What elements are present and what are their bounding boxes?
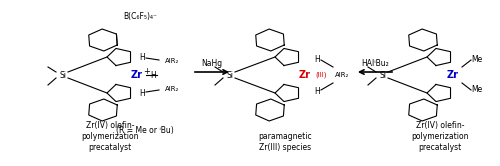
Text: Si: Si [226,71,234,80]
Text: Zr: Zr [131,70,143,80]
Text: AlR₂: AlR₂ [165,58,180,64]
Text: Me: Me [471,85,482,94]
Text: Me: Me [471,55,482,65]
Text: B(C₆F₅)₄⁻: B(C₆F₅)₄⁻ [123,12,157,22]
Text: +: + [144,67,150,76]
Text: H: H [314,86,320,95]
Text: AlR₂: AlR₂ [335,72,349,78]
Text: HAlⁱBu₂: HAlⁱBu₂ [361,59,389,69]
Text: Si: Si [380,71,386,80]
Text: Zr(IV) olefin-
polymerization
precatalyst: Zr(IV) olefin- polymerization precatalys… [411,121,469,152]
Text: Zr(IV) olefin-
polymerization
precatalyst: Zr(IV) olefin- polymerization precatalys… [81,121,139,152]
Text: paramagnetic
Zr(III) species: paramagnetic Zr(III) species [258,132,312,152]
Text: NaHg: NaHg [202,59,222,69]
Text: Zr: Zr [447,70,459,80]
Text: H: H [139,88,145,97]
Text: H: H [314,54,320,64]
Text: AlR₂: AlR₂ [165,86,180,92]
Text: Zr: Zr [299,70,311,80]
Text: H: H [150,71,156,80]
Text: H: H [139,52,145,61]
Text: (R = Me or ⁱBu): (R = Me or ⁱBu) [116,126,174,135]
Text: (III): (III) [315,72,326,78]
Text: Si: Si [60,71,66,80]
